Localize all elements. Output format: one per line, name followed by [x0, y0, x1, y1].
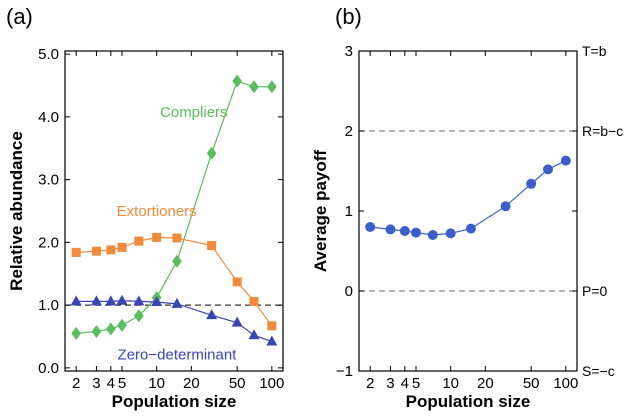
y-axis-title: Relative abundance [7, 131, 26, 291]
data-point [248, 329, 260, 340]
x-tick-label: 50 [523, 375, 540, 392]
data-point [91, 324, 102, 338]
x-tick-label: 10 [442, 375, 459, 392]
x-tick-label: 20 [183, 375, 200, 392]
x-tick-label: 10 [148, 375, 165, 392]
right-axis-label: P=0 [582, 283, 608, 299]
right-axis-label: R=b−c [582, 123, 623, 139]
data-point [399, 226, 410, 236]
data-point [232, 74, 243, 88]
data-point [207, 241, 217, 251]
data-point [427, 230, 438, 240]
data-point [500, 201, 511, 212]
series-line [76, 236, 273, 327]
x-axis-title: Population size [112, 392, 237, 411]
x-tick-label: 20 [477, 375, 494, 392]
data-point [106, 245, 116, 255]
data-point [249, 80, 259, 94]
series-0 [365, 155, 571, 240]
data-point [71, 247, 81, 257]
data-point [232, 277, 242, 287]
data-point [117, 318, 127, 332]
x-axis-title: Population size [406, 392, 531, 411]
data-point [365, 222, 376, 232]
data-point [385, 224, 396, 235]
data-point [133, 309, 144, 323]
x-tick-label: 50 [229, 375, 246, 392]
data-point [71, 326, 82, 340]
data-point [266, 335, 278, 346]
data-point [105, 295, 117, 306]
series-label: Zero−determinant [118, 347, 238, 364]
y-tick-label: 0 [345, 283, 353, 300]
x-tick-label: 100 [553, 375, 578, 392]
x-tick-label: 2 [366, 375, 374, 392]
y-axis-title: Average payoff [311, 150, 330, 273]
data-point [560, 155, 571, 166]
data-point [445, 228, 456, 239]
series-1: Extortioners [71, 203, 277, 331]
y-tick-label: 1.0 [38, 297, 59, 314]
data-point [133, 295, 145, 306]
y-tick-label: 4.0 [38, 109, 59, 126]
data-point [172, 254, 182, 268]
series-label: Compliers [160, 104, 228, 121]
y-tick-label: 3 [345, 43, 353, 60]
y-tick-label: −1 [336, 363, 353, 380]
x-tick-label: 4 [107, 375, 115, 392]
series-label: Extortioners [117, 203, 197, 220]
data-point [465, 223, 476, 234]
y-tick-label: 5.0 [38, 46, 59, 63]
data-point [151, 295, 163, 306]
data-point [70, 295, 82, 306]
data-point [542, 164, 553, 175]
x-tick-label: 4 [401, 375, 409, 392]
panel-label: (a) [6, 4, 33, 29]
series-2: Zero−determinant [70, 294, 278, 364]
right-axis-label: T=b [582, 43, 607, 59]
x-tick-label: 2 [72, 375, 80, 392]
data-point [171, 297, 183, 308]
data-point [410, 227, 421, 238]
x-tick-label: 3 [386, 375, 394, 392]
right-axis-label: S=−c [582, 363, 615, 379]
series-line [370, 160, 567, 236]
data-point [249, 296, 259, 306]
y-tick-label: 3.0 [38, 172, 59, 189]
x-tick-label: 5 [412, 375, 420, 392]
x-tick-label: 3 [92, 375, 100, 392]
data-point [526, 178, 537, 189]
data-point [152, 232, 162, 242]
data-point [116, 294, 128, 305]
panel-label: (b) [335, 4, 362, 29]
y-tick-label: 2 [345, 123, 353, 140]
x-tick-label: 100 [259, 375, 284, 392]
y-tick-label: 1 [345, 203, 353, 220]
data-point [231, 316, 243, 327]
y-tick-label: 0.0 [38, 360, 59, 377]
data-point [266, 80, 277, 94]
data-point [117, 242, 127, 252]
data-point [267, 321, 277, 331]
data-point [134, 236, 144, 246]
panel-a: 2 3 4 5 10 20 50 100 0.0 1.0 2.0 3.0 4.0 5.0 Populatio… [6, 4, 284, 411]
data-point [172, 233, 182, 243]
data-point [206, 146, 217, 160]
plot-frame [358, 50, 578, 372]
data-point [90, 295, 102, 306]
y-tick-label: 2.0 [38, 234, 59, 251]
data-point [91, 246, 101, 256]
data-point [206, 309, 218, 320]
x-tick-label: 5 [118, 375, 126, 392]
data-point [105, 322, 116, 336]
plot-frame [64, 50, 284, 372]
